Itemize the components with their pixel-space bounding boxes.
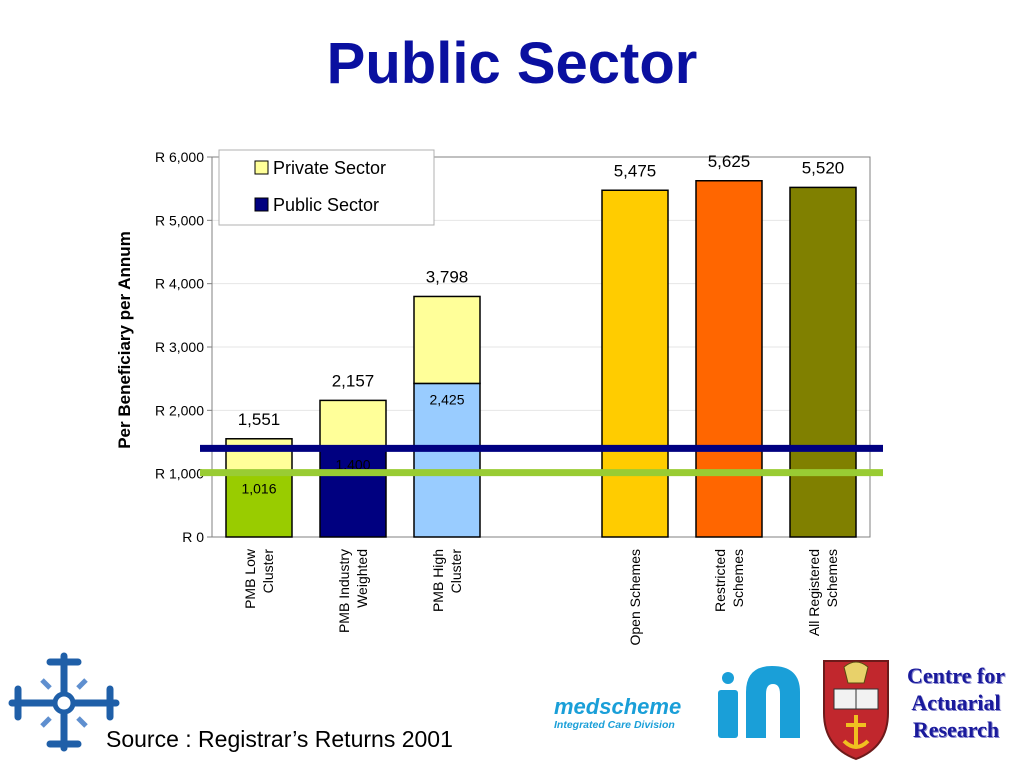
university-crest-icon bbox=[823, 660, 889, 761]
y-axis-label: Per Beneficiary per Annum bbox=[115, 231, 134, 449]
x-tick-label-line: Schemes bbox=[730, 549, 746, 607]
legend-swatch bbox=[254, 197, 269, 212]
bar-total-label: 1,551 bbox=[238, 410, 281, 429]
x-tick-label: PMB High Cluster bbox=[430, 549, 464, 612]
bar-segment bbox=[601, 189, 669, 538]
x-tick-label-line: Cluster bbox=[448, 549, 464, 594]
x-tick-label-line: Open Schemes bbox=[627, 549, 643, 646]
y-tick-label: R 1,000 bbox=[155, 466, 204, 482]
y-tick-label: R 6,000 bbox=[155, 149, 204, 165]
bar-segment bbox=[319, 447, 387, 538]
x-axis-labels: PMB Low Cluster PMB Industry Weighted PMB Hi… bbox=[242, 548, 840, 645]
bar-segment bbox=[695, 180, 763, 538]
bar-segment bbox=[225, 471, 293, 538]
bar-segment bbox=[789, 186, 857, 538]
x-tick-label: Open Schemes bbox=[627, 549, 643, 646]
legend-swatch bbox=[254, 160, 269, 175]
medscheme-name: medscheme bbox=[554, 694, 682, 719]
y-tick-label: R 2,000 bbox=[155, 402, 204, 418]
x-tick-label: All Registered Schemes bbox=[806, 549, 840, 636]
car-line-3: Research bbox=[912, 717, 1000, 742]
bar-segment bbox=[413, 382, 481, 538]
y-tick-label: R 4,000 bbox=[155, 276, 204, 292]
x-tick-label: PMB Low Cluster bbox=[242, 548, 276, 609]
bar-segment bbox=[413, 295, 481, 385]
x-tick-label-line: All Registered bbox=[806, 549, 822, 636]
x-tick-label-line: Weighted bbox=[354, 549, 370, 608]
legend: Private Sector Public Sector bbox=[218, 149, 435, 226]
y-tick-label: R 3,000 bbox=[155, 339, 204, 355]
x-tick-label-line: Cluster bbox=[260, 549, 276, 594]
bar-segment bbox=[225, 438, 293, 474]
car-line-1: Centre for bbox=[907, 663, 1005, 688]
x-tick-label: PMB Industry Weighted bbox=[336, 549, 370, 633]
y-tick-label: R 5,000 bbox=[155, 212, 204, 228]
legend-label: Public Sector bbox=[273, 195, 379, 215]
source-note: Source : Registrar’s Returns 2001 bbox=[106, 726, 453, 752]
bar-total-label: 5,520 bbox=[802, 158, 845, 177]
x-tick-label-line: PMB High bbox=[430, 549, 446, 612]
bar-total-label: 5,475 bbox=[614, 161, 657, 180]
x-tick-label: Restricted Schemes bbox=[712, 549, 746, 612]
y-axis-ticks: R 0 R 1,000 R 2,000 R 3,000 R 4,000 R 5,000 R … bbox=[155, 149, 212, 545]
bar-total-label: 2,157 bbox=[332, 371, 375, 390]
medscheme-logo: medscheme Integrated Care Division bbox=[554, 696, 704, 732]
reference-lines bbox=[200, 444, 883, 477]
x-tick-label-line: Restricted bbox=[712, 549, 728, 612]
bars: 1,016 1,551 1,400 2,157 2,425 3,798 5,475 5,625… bbox=[225, 152, 857, 538]
bar-total-label: 3,798 bbox=[426, 267, 469, 286]
y-tick-label: R 0 bbox=[182, 529, 204, 545]
cross-logo-icon bbox=[8, 652, 120, 752]
bar-total-label: 5,625 bbox=[708, 152, 751, 171]
bar-segment bbox=[319, 399, 387, 450]
medscheme-subtitle: Integrated Care Division bbox=[554, 719, 675, 731]
car-logo-text: Centre for Actuarial Research bbox=[892, 662, 1020, 743]
x-tick-label-line: PMB Industry bbox=[336, 549, 352, 633]
x-tick-label-line: PMB Low bbox=[242, 548, 258, 609]
bar-chart: R 0 R 1,000 R 2,000 R 3,000 R 4,000 R 5,000 R … bbox=[115, 149, 883, 646]
x-tick-label-line: Schemes bbox=[824, 549, 840, 607]
segment-label: 1,016 bbox=[241, 481, 276, 497]
medi-mark-icon bbox=[718, 666, 800, 738]
segment-label: 2,425 bbox=[429, 391, 464, 407]
segment-label: 1,400 bbox=[335, 456, 370, 472]
slide-title: Public Sector bbox=[326, 31, 698, 96]
car-line-2: Actuarial bbox=[911, 690, 1001, 715]
legend-label: Private Sector bbox=[273, 158, 386, 178]
